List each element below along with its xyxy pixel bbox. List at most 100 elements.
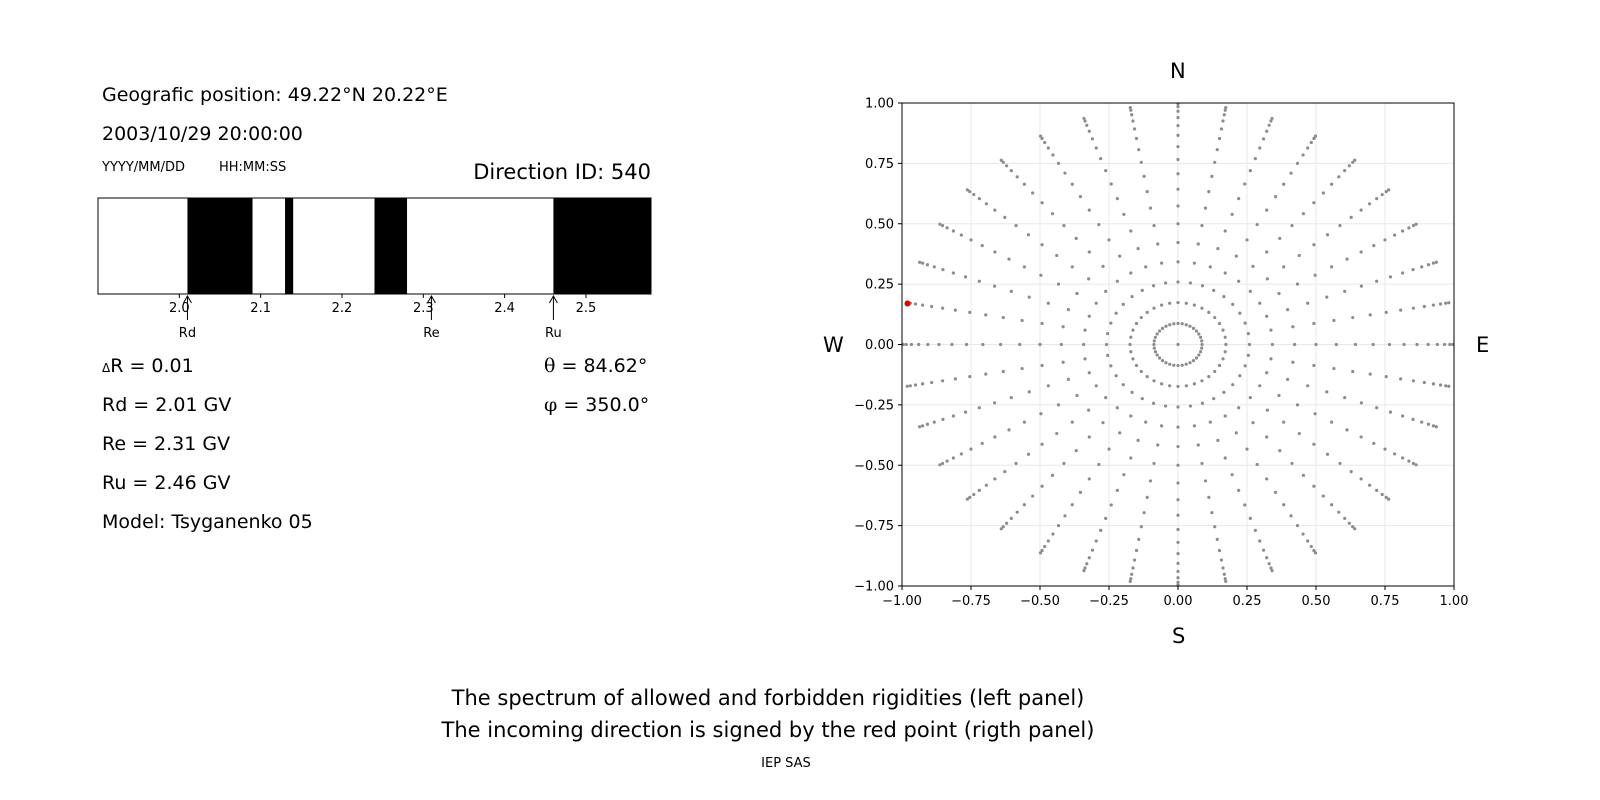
direction-point <box>1286 377 1290 382</box>
direction-point <box>1020 366 1024 371</box>
direction-point <box>1063 171 1067 175</box>
direction-point <box>1208 265 1212 269</box>
direction-point <box>1131 328 1135 332</box>
direction-point <box>1184 301 1188 305</box>
direction-point <box>1134 548 1139 553</box>
direction-point <box>1415 342 1419 347</box>
marker-arrowhead <box>183 294 192 304</box>
direction-point <box>1217 136 1222 141</box>
direction-point <box>1155 332 1159 336</box>
forbidden-band <box>374 198 408 294</box>
direction-point <box>1144 420 1148 424</box>
direction-point <box>1313 273 1317 277</box>
x-tick-label: −1.00 <box>882 594 922 609</box>
direction-point <box>1172 322 1176 326</box>
direction-point <box>1152 379 1156 383</box>
direction-point <box>1351 315 1355 320</box>
direction-point <box>1210 174 1214 178</box>
marker-label-ru: Ru <box>545 326 562 341</box>
direction-point <box>1040 548 1044 553</box>
direction-point <box>1140 288 1144 292</box>
spectrum-markers: Rd Re Ru <box>179 294 562 341</box>
direction-point <box>1087 408 1091 412</box>
direction-point <box>1094 301 1098 305</box>
direction-point <box>1313 134 1318 138</box>
direction-point <box>1267 562 1271 566</box>
ru-value: Ru = 2.46 GV <box>102 472 231 494</box>
direction-point <box>1448 342 1452 347</box>
spectrum-bands <box>187 198 651 294</box>
direction-point <box>1411 223 1415 228</box>
direction-point <box>1094 384 1098 388</box>
marker-arrowhead <box>548 294 558 304</box>
direction-point <box>1176 463 1180 467</box>
direction-point <box>1330 265 1334 269</box>
direction-point <box>1420 265 1424 269</box>
direction-point <box>1027 295 1031 299</box>
direction-point <box>1411 268 1415 272</box>
y-tick-label: −0.25 <box>854 398 894 413</box>
direction-point <box>1282 503 1286 507</box>
direction-point <box>1104 516 1108 520</box>
direction-point <box>1203 206 1208 210</box>
direction-point <box>1219 558 1224 562</box>
direction-scatter-chart: −1.00 −0.75 −0.50 −0.25 0.00 0.25 0.50 0.75 1.00… <box>854 97 1469 610</box>
direction-point <box>1380 492 1384 497</box>
spectrum-tick-label: 2.0 <box>169 301 190 316</box>
direction-point <box>941 223 945 228</box>
direction-point <box>1258 384 1262 388</box>
direction-point <box>993 401 997 405</box>
direction-point <box>1301 473 1306 477</box>
direction-point <box>1414 463 1418 467</box>
direction-point <box>1401 229 1405 233</box>
direction-point <box>1384 310 1388 314</box>
direction-point <box>1384 190 1388 194</box>
direction-point <box>1132 558 1137 562</box>
direction-point <box>968 310 972 314</box>
direction-point <box>1176 498 1180 502</box>
x-tick-label: 1.00 <box>1440 594 1469 609</box>
direction-point <box>1200 284 1205 288</box>
direction-point <box>1022 265 1026 269</box>
direction-point <box>1332 366 1336 371</box>
direction-point <box>1139 315 1143 320</box>
direction-point <box>1401 456 1405 460</box>
direction-point <box>1176 481 1180 485</box>
direction-point <box>1312 363 1316 368</box>
direction-point <box>1447 384 1451 388</box>
direction-point <box>1434 425 1438 429</box>
direction-point <box>1301 532 1305 536</box>
direction-point <box>1282 265 1286 269</box>
direction-point <box>1007 257 1011 261</box>
direction-point <box>1129 350 1133 354</box>
direction-point <box>1056 403 1061 407</box>
direction-point <box>1431 261 1436 265</box>
direction-point <box>1223 108 1227 112</box>
direction-point <box>1253 528 1257 532</box>
direction-point <box>1176 552 1180 556</box>
direction-point <box>1237 197 1241 201</box>
direction-point <box>1213 525 1217 529</box>
direction-point <box>1176 204 1180 208</box>
direction-point <box>1194 356 1199 360</box>
geographic-position: Geografic position: 49.22°N 20.22°E <box>102 84 448 106</box>
direction-point <box>1176 145 1180 149</box>
y-tick-label: 1.00 <box>865 97 894 112</box>
direction-point <box>1393 233 1397 237</box>
direction-point <box>1295 524 1300 528</box>
direction-point <box>1200 346 1204 350</box>
direction-point <box>1031 191 1035 195</box>
direction-point <box>1199 350 1203 354</box>
direction-point <box>909 342 914 347</box>
direction-point <box>1087 314 1091 318</box>
direction-point <box>1200 223 1204 228</box>
direction-point <box>1387 188 1391 192</box>
direction-point <box>1313 412 1317 416</box>
direction-point <box>1115 488 1119 492</box>
direction-point <box>951 456 955 460</box>
direction-point <box>1312 243 1316 247</box>
direction-point <box>1075 291 1079 296</box>
direction-point <box>1265 208 1269 212</box>
direction-point <box>1129 414 1133 418</box>
direction-point <box>1176 576 1180 580</box>
